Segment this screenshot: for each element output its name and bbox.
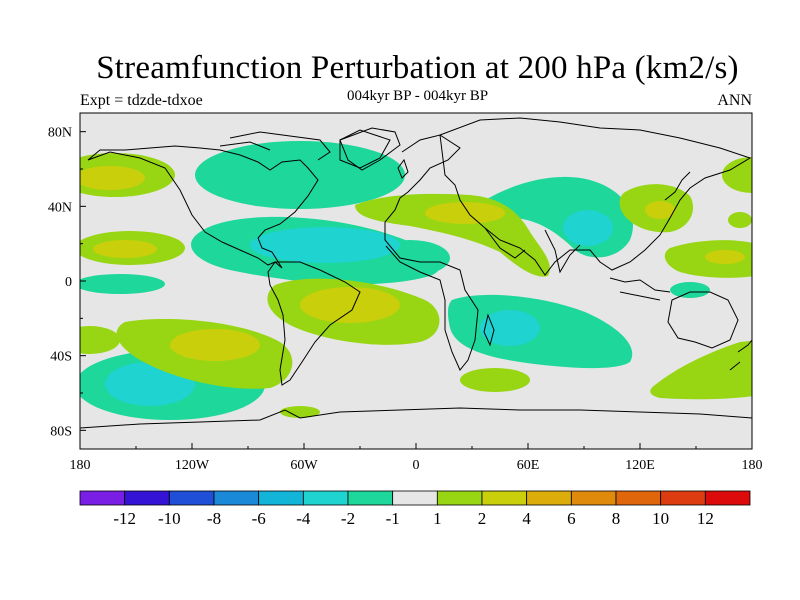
lon-tick-label: 0 (413, 458, 420, 473)
lon-tick-label: 120W (175, 458, 210, 473)
coastline-indonesia (609, 277, 671, 301)
colorbar: -12 -10 -8 -6 -4 -2 -1 1 2 4 6 8 10 12 (79, 490, 751, 528)
colorbar-swatch (302, 490, 349, 506)
colorbar-swatch (660, 490, 706, 506)
anomaly-region-tibet-core (563, 210, 613, 246)
colorbar-swatch (436, 490, 483, 506)
colorbar-label: -12 (113, 509, 136, 528)
coastline-north-america (87, 145, 319, 269)
colorbar-swatch (704, 490, 751, 506)
coastline-europe-africa (384, 134, 479, 371)
coastline-new-zealand (729, 339, 752, 371)
lon-tick-label: 60W (290, 458, 318, 473)
moderate-positive-regions (80, 166, 745, 361)
contour-fill-layer (80, 141, 752, 420)
anomaly-region-south-atlantic-core (300, 287, 400, 323)
anomaly-region-central-pacific-core (93, 240, 157, 258)
coastline-asia (439, 117, 752, 276)
coastline-antarctica (80, 407, 752, 429)
colorbar-swatch (392, 490, 438, 506)
colorbar-label: 2 (478, 509, 487, 528)
longitude-axis: 180 120W 60W 0 60E 120E 180 (70, 443, 763, 473)
latitude-axis: 80N 40N 0 40S 80S (48, 126, 86, 439)
lat-tick-label: 80S (50, 424, 72, 439)
anomaly-region-japan-core (645, 201, 675, 219)
anomaly-region-south-australia (650, 340, 752, 400)
colorbar-swatch (526, 490, 572, 506)
season-label: ANN (717, 92, 752, 109)
experiment-label: Expt = tdzde-tdxoe (80, 92, 203, 109)
colorbar-swatch (347, 490, 394, 506)
colorbar-swatch (481, 490, 528, 506)
coastline-canada-north (219, 129, 391, 169)
anomaly-region-africa-core (480, 310, 540, 346)
colorbar-label: -1 (386, 509, 400, 528)
colorbar-swatch (168, 490, 215, 506)
colorbar-swatch (570, 490, 617, 506)
colorbar-swatch (258, 490, 304, 506)
coastline-australia (667, 291, 739, 349)
lat-tick-label: 40S (50, 350, 72, 365)
colorbar-swatch (615, 490, 662, 506)
coastline-madagascar (483, 313, 495, 347)
anomaly-region-east-asia-small (728, 212, 752, 228)
map-subtitle: 004kyr BP - 004kyr BP (346, 88, 489, 104)
colorbar-swatch (213, 490, 260, 506)
colorbar-label: 10 (652, 509, 669, 528)
coastline-arabia-india (484, 227, 581, 274)
lon-tick-label: 180 (742, 458, 763, 473)
anomaly-region-caribbean-core (250, 227, 400, 263)
colorbar-label: -6 (252, 509, 266, 528)
colorbar-label: -2 (341, 509, 355, 528)
colorbar-label: -10 (158, 509, 181, 528)
anomaly-region-mediterranean-core (425, 202, 505, 224)
coastline-greenland (339, 127, 401, 171)
lon-tick-label: 120E (625, 458, 655, 473)
lat-tick-label: 80N (48, 126, 72, 141)
lat-tick-label: 40N (48, 200, 72, 215)
colorbar-swatch (79, 490, 126, 506)
coastline-uk (397, 158, 409, 179)
anomaly-region-southwest-pacific (80, 326, 120, 354)
moderate-negative-regions (105, 210, 613, 406)
colorbar-label: -8 (207, 509, 221, 528)
anomaly-region-western-north-pacific-core (705, 250, 745, 264)
anomaly-region-alaska-core (80, 166, 145, 190)
colorbar-label: -4 (296, 509, 311, 528)
anomaly-region-southeast-pacific-core (170, 329, 260, 361)
coastlines (80, 117, 752, 429)
colorbar-swatch (124, 490, 170, 506)
anomaly-region-kamchatka (722, 157, 752, 193)
colorbar-label: 8 (612, 509, 621, 528)
anomaly-region-australia-east (670, 282, 710, 298)
anomaly-region-east-pacific (80, 274, 165, 294)
lat-tick-label: 0 (65, 275, 72, 290)
coastline-south-america (267, 261, 361, 386)
colorbar-label: 6 (567, 509, 576, 528)
colorbar-label: 4 (522, 509, 531, 528)
map-title: Streamfunction Perturbation at 200 hPa (… (96, 50, 739, 86)
lon-tick-label: 60E (517, 458, 540, 473)
colorbar-label: 1 (433, 509, 442, 528)
anomaly-region-south-indian (460, 368, 530, 392)
coastline-japan (664, 171, 691, 201)
lon-tick-label: 180 (70, 458, 91, 473)
anomaly-region-antarctic-peninsula (280, 406, 320, 418)
colorbar-label: 12 (697, 509, 714, 528)
